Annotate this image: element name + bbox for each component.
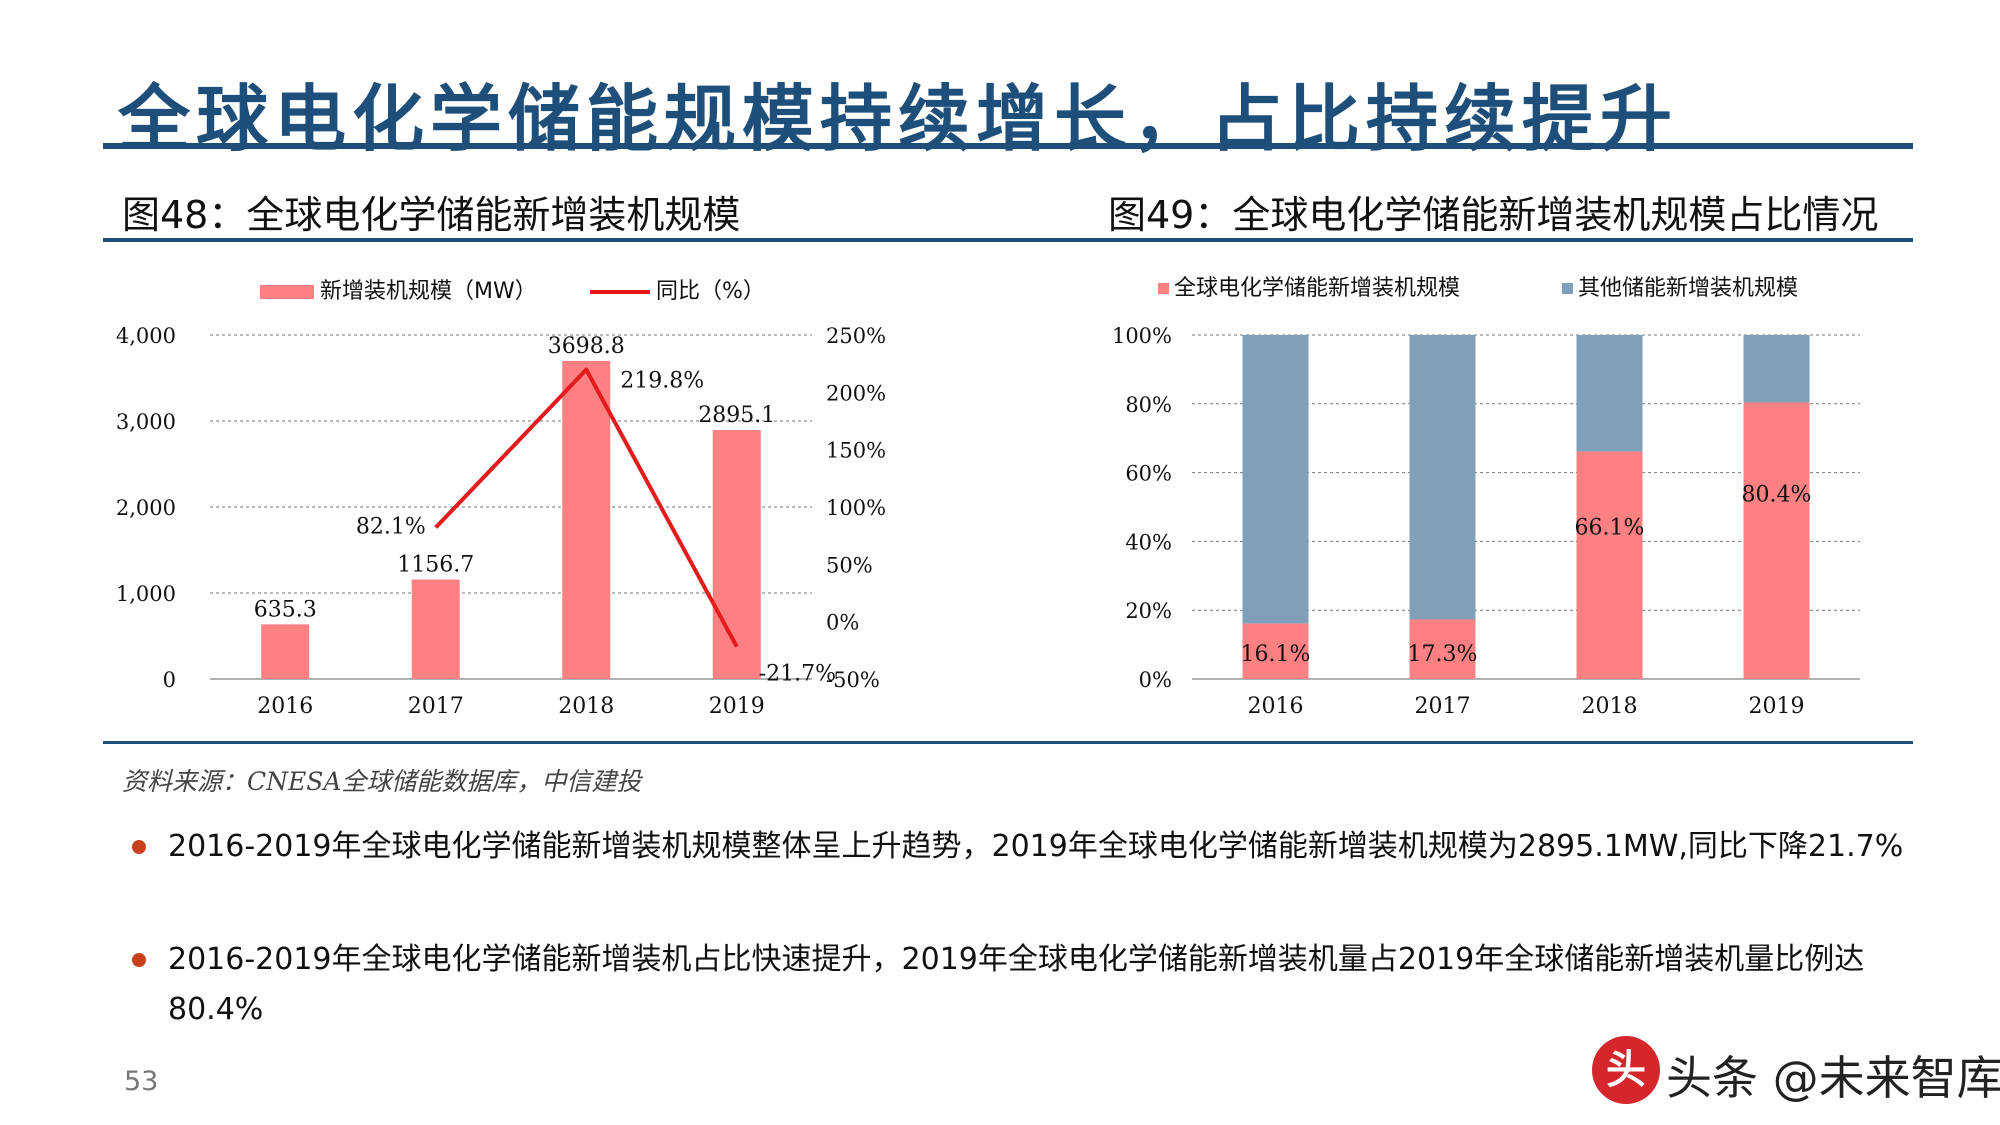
y-tick: 80% (1125, 393, 1172, 417)
bar (261, 624, 310, 679)
bar-data-label: 1156.7 (397, 553, 474, 578)
watermark-text: 头条 @未来智库 (1666, 1051, 2000, 1105)
y-tick-right: -50% (826, 668, 880, 692)
x-tick-label: 2017 (1415, 694, 1471, 719)
x-tick-label: 2019 (709, 694, 765, 719)
y-tick-left: 2,000 (116, 496, 176, 520)
legend-swatch-other (1562, 283, 1573, 294)
y-tick-left: 4,000 (116, 324, 176, 348)
y-tick-right: 200% (826, 381, 886, 405)
x-tick-label: 2019 (1749, 694, 1805, 719)
legend-label-line: 同比（%） (656, 279, 765, 304)
y-tick-right: 150% (826, 439, 886, 463)
x-tick-label: 2018 (1582, 694, 1638, 719)
x-tick-label: 2016 (257, 694, 313, 719)
x-tick-label: 2017 (408, 694, 464, 719)
title-rule (103, 143, 1913, 149)
legend-label-electrochemical: 全球电化学储能新增装机规模 (1174, 276, 1460, 301)
x-tick-label: 2016 (1248, 694, 1304, 719)
source-note: 资料来源：CNESA全球储能数据库，中信建投 (122, 767, 642, 796)
y-tick: 20% (1125, 599, 1172, 623)
bar (411, 579, 460, 679)
y-tick-left: 0 (163, 668, 176, 692)
bar-segment-other (1242, 335, 1309, 624)
bar-segment-other (1409, 335, 1476, 620)
legend-label-other: 其他储能新增装机规模 (1578, 276, 1798, 301)
bullet-dot (132, 953, 146, 967)
line-data-label: 219.8% (620, 369, 704, 394)
bar-data-label: 17.3% (1408, 642, 1478, 667)
x-tick-label: 2018 (558, 694, 614, 719)
source-rule (103, 741, 1913, 744)
y-tick: 100% (1112, 324, 1172, 348)
figure-49-title: 图49：全球电化学储能新增装机规模占比情况 (1108, 193, 1879, 237)
legend-swatch-bar (260, 285, 314, 299)
y-tick: 0% (1139, 668, 1172, 692)
y-tick: 40% (1125, 530, 1172, 554)
watermark: 头 头条 @未来智库 (1592, 1032, 2000, 1112)
y-tick-right: 250% (826, 324, 886, 348)
watermark-seal: 头 (1592, 1036, 1660, 1104)
line-data-label: -21.7% (759, 662, 836, 687)
bar (562, 360, 611, 679)
legend-label-bar: 新增装机规模（MW） (320, 279, 537, 304)
y-tick-right: 50% (826, 553, 873, 577)
bar-segment-electrochemical (1576, 451, 1643, 679)
bar-data-label: 3698.8 (548, 334, 625, 359)
bar-segment-electrochemical (1743, 402, 1810, 679)
bar-data-label: 2895.1 (698, 403, 775, 428)
bar-data-label: 635.3 (254, 597, 317, 622)
y-tick: 60% (1125, 462, 1172, 486)
y-tick-left: 3,000 (116, 410, 176, 434)
bar-segment-other (1576, 335, 1643, 452)
page-number: 53 (124, 1066, 159, 1097)
figure-48-title: 图48：全球电化学储能新增装机规模 (122, 193, 741, 237)
chart-fig48: 新增装机规模（MW） 同比（%） 0 1,000 2,000 3,000 4,000 -50%… (116, 279, 886, 719)
chart-fig49: 全球电化学储能新增装机规模 其他储能新增装机规模 0% 20% 40% 60% 80% 100… (1112, 276, 1860, 719)
y-tick-right: 0% (826, 611, 859, 635)
bar-data-label: 16.1% (1241, 642, 1311, 667)
y-tick-right: 100% (826, 496, 886, 520)
bullet-text: 2016-2019年全球电化学储能新增装机占比快速提升，2019年全球电化学储能… (168, 942, 1865, 1027)
bullet-text: 2016-2019年全球电化学储能新增装机规模整体呈上升趋势，2019年全球电化… (168, 829, 1904, 864)
page-title: 全球电化学储能规模持续增长，占比持续提升 (118, 77, 1679, 161)
legend-swatch-electrochemical (1158, 283, 1169, 294)
series-line (434, 367, 739, 648)
bar-data-label: 66.1% (1575, 516, 1645, 541)
bullet-dot (132, 840, 146, 854)
bar-segment-electrochemical (1409, 619, 1476, 679)
bar-segment-other (1743, 335, 1810, 403)
bar-data-label: 80.4% (1742, 483, 1812, 508)
bar-segment-electrochemical (1242, 623, 1309, 679)
figure-title-rule (103, 238, 1913, 242)
line-data-label: 82.1% (356, 515, 426, 540)
bar (712, 430, 761, 679)
y-tick-left: 1,000 (116, 582, 176, 606)
